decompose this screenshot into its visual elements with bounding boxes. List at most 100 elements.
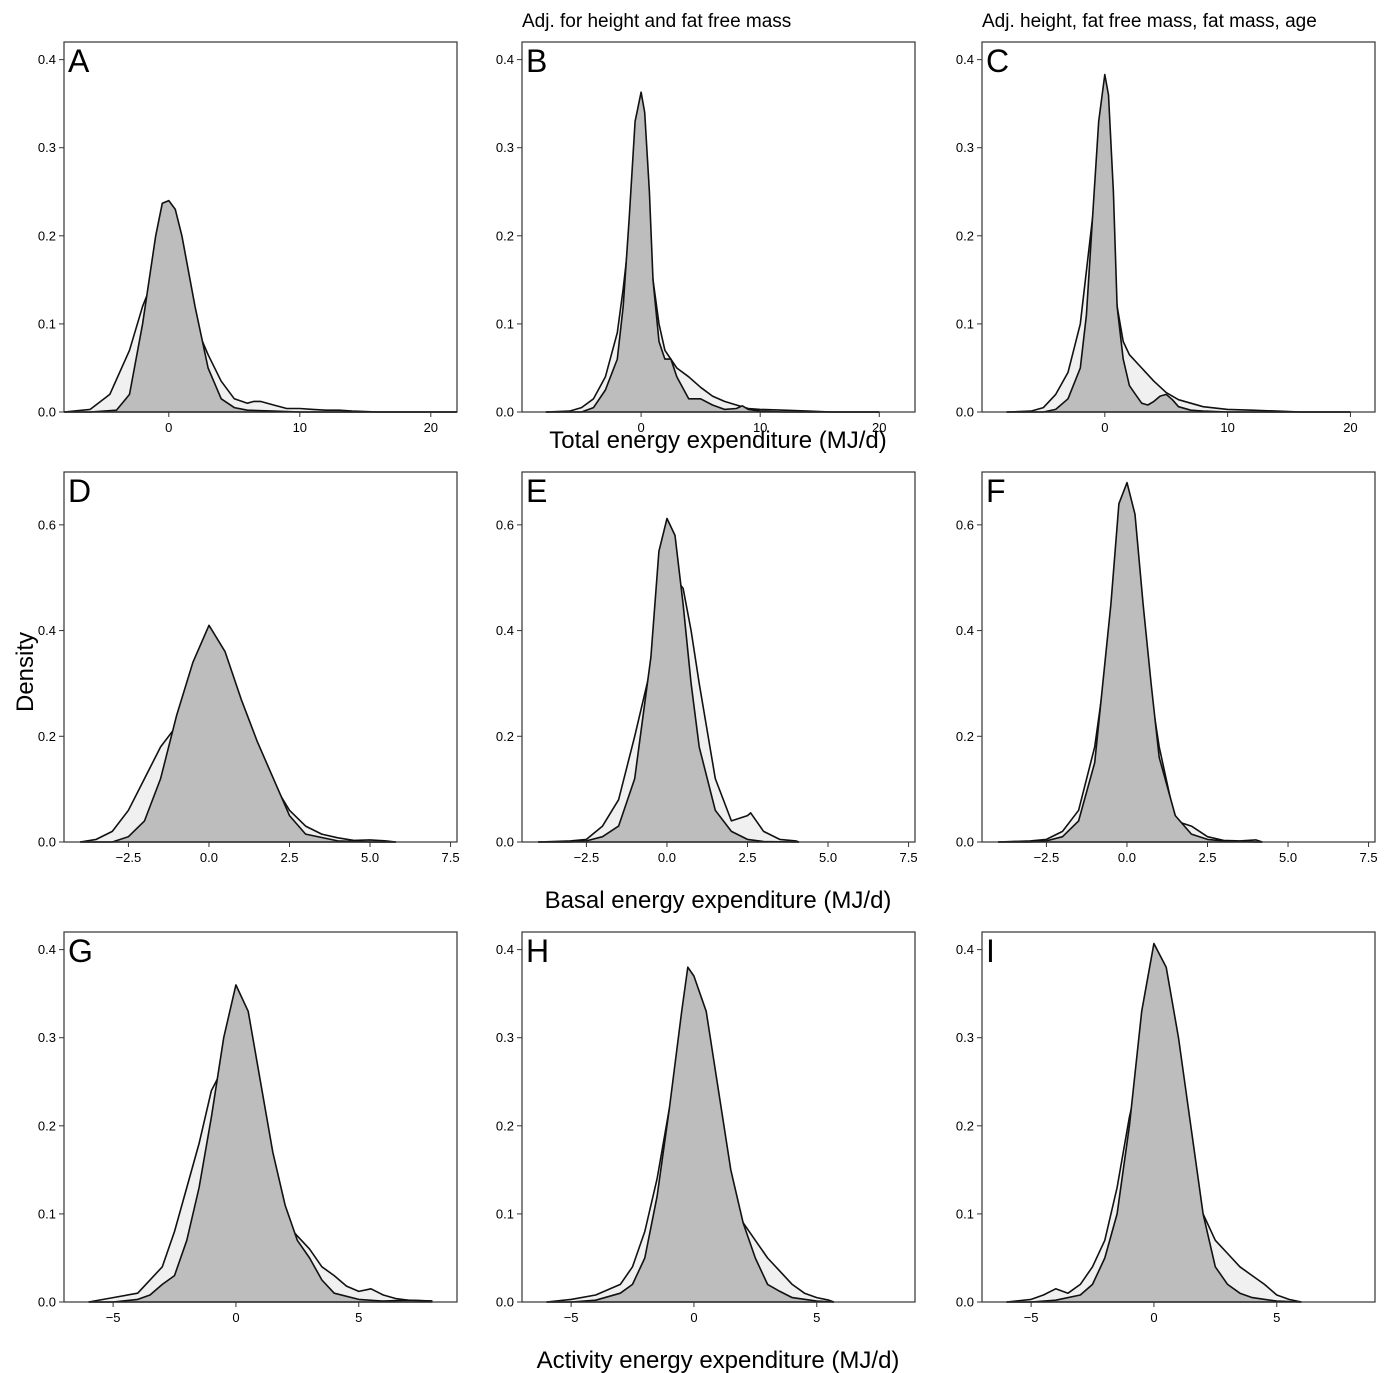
y-tick-label: 0.4: [496, 942, 514, 957]
column-title-adjusted-all: Adj. height, fat free mass, fat mass, ag…: [982, 11, 1317, 32]
y-tick-label: 0.3: [496, 140, 514, 155]
panel-letter: I: [986, 933, 995, 969]
panel-f: −2.5 0.0 2.5 5.0 7.5 0.0 0.2 0.4 0.6 F: [956, 471, 1378, 865]
x-tick-label: 5.0: [361, 850, 379, 865]
y-tick-label: 0.1: [38, 1206, 56, 1221]
x-tick-label: 0.0: [658, 850, 676, 865]
panel-letter: B: [526, 43, 547, 79]
x-tick-label: 20: [872, 420, 886, 435]
x-tick-label: 20: [1343, 420, 1357, 435]
y-tick-label: 0.0: [38, 405, 56, 420]
panel-letter: D: [68, 473, 91, 509]
panel-letter: C: [986, 43, 1009, 79]
y-tick-label: 0.0: [38, 1295, 56, 1310]
y-tick-label: 0.2: [38, 1118, 56, 1133]
row-xlabel-activity-energy: Activity energy expenditure (MJ/d): [537, 1347, 900, 1373]
panel-letter: F: [986, 473, 1006, 509]
density-area-dark-i: [1006, 943, 1302, 1302]
panel-c: 0 10 20 0.0 0.1 0.2 0.3 0.4 C: [956, 41, 1376, 435]
x-tick-label: 2.5: [280, 850, 298, 865]
density-area-dark-e: [538, 518, 799, 842]
x-tick-label: 5.0: [1279, 850, 1297, 865]
x-tick-label: 0.0: [1118, 850, 1136, 865]
y-tick-label: 0.1: [956, 1206, 974, 1221]
x-tick-label: 10: [753, 420, 767, 435]
panel-letter: H: [526, 933, 549, 969]
y-tick-label: 0.3: [38, 1030, 56, 1045]
x-tick-label: 0: [232, 1310, 239, 1325]
panel-frame: [63, 471, 458, 843]
x-tick-label: 7.5: [442, 850, 460, 865]
x-tick-label: 10: [293, 420, 307, 435]
density-area-dark-a: [64, 200, 457, 412]
panel-letter: E: [526, 473, 547, 509]
x-tick-label: 2.5: [738, 850, 756, 865]
panel-frame: [521, 41, 916, 413]
y-tick-label: 0.0: [956, 1295, 974, 1310]
density-line-dark-b: [545, 91, 880, 413]
x-tick-label: 7.5: [900, 850, 918, 865]
y-tick-label: 0.0: [496, 835, 514, 850]
x-tick-label: −2.5: [574, 850, 600, 865]
y-tick-label: 0.3: [38, 140, 56, 155]
x-tick-label: −2.5: [116, 850, 142, 865]
row-xlabel-total-energy: Total energy expenditure (MJ/d): [549, 427, 887, 454]
density-area-dark-d: [80, 625, 396, 842]
density-area-dark-c: [1006, 74, 1351, 412]
x-tick-label: 0: [637, 420, 644, 435]
y-tick-label: 0.2: [496, 228, 514, 243]
y-tick-label: 0.2: [38, 228, 56, 243]
y-tick-label: 0.0: [38, 835, 56, 850]
panel-a: 0 10 20 0.0 0.1 0.2 0.3 0.4 A: [38, 41, 458, 435]
panel-frame: [521, 471, 916, 843]
y-tick-label: 0.1: [496, 316, 514, 331]
y-tick-label: 0.6: [496, 517, 514, 532]
density-area-light-g: [88, 1066, 433, 1302]
density-line-dark-a: [64, 199, 457, 413]
panel-i: −5 0 5 0.0 0.1 0.2 0.3 0.4 I: [956, 931, 1376, 1325]
column-title-adjusted-height-ffm: Adj. for height and fat free mass: [522, 11, 791, 32]
x-tick-label: 7.5: [1360, 850, 1378, 865]
density-line-light-b: [545, 197, 880, 413]
x-tick-label: −2.5: [1034, 850, 1060, 865]
y-tick-label: 0.0: [956, 405, 974, 420]
density-line-dark-e: [538, 517, 799, 843]
x-tick-label: 20: [424, 420, 438, 435]
y-tick-label: 0.4: [956, 623, 974, 638]
panel-e: −2.5 0.0 2.5 5.0 7.5 0.0 0.2 0.4 0.6 E: [496, 471, 918, 865]
y-tick-label: 0.1: [496, 1206, 514, 1221]
density-line-dark-f: [998, 481, 1263, 843]
y-tick-label: 0.4: [38, 942, 56, 957]
x-tick-label: 5: [813, 1310, 820, 1325]
y-tick-label: 0.3: [956, 140, 974, 155]
y-tick-label: 0.4: [496, 52, 514, 67]
y-tick-label: 0.2: [956, 1118, 974, 1133]
y-tick-label: 0.6: [38, 517, 56, 532]
x-tick-label: 0.0: [200, 850, 218, 865]
x-tick-label: 0: [1150, 1310, 1157, 1325]
panel-letter: G: [68, 933, 93, 969]
x-tick-label: −5: [564, 1310, 579, 1325]
density-area-dark-h: [546, 967, 834, 1302]
panel-frame: [981, 931, 1376, 1303]
y-tick-label: 0.0: [956, 835, 974, 850]
density-area-dark-b: [545, 92, 880, 412]
panel-frame: [63, 41, 458, 413]
panel-frame: [981, 471, 1376, 843]
y-tick-label: 0.4: [38, 623, 56, 638]
y-tick-label: 0.4: [956, 942, 974, 957]
density-line-light-c: [1006, 189, 1351, 413]
panels-group: 0 10 20 0.0 0.1 0.2 0.3 0.4 A 0 10 20 0.0 0.1 0.2 0.3 0.…: [38, 41, 1378, 1325]
y-tick-label: 0.1: [956, 316, 974, 331]
y-tick-label: 0.1: [38, 316, 56, 331]
density-line-dark-g: [88, 984, 433, 1303]
x-tick-label: 5: [355, 1310, 362, 1325]
y-tick-label: 0.4: [496, 623, 514, 638]
density-area-dark-g: [88, 984, 433, 1302]
density-line-dark-d: [80, 624, 396, 843]
y-axis-title-density: Density: [12, 632, 39, 712]
y-tick-label: 0.4: [956, 52, 974, 67]
x-tick-label: 0: [165, 420, 172, 435]
density-line-dark-i: [1006, 942, 1302, 1303]
density-area-light-a: [64, 273, 457, 412]
